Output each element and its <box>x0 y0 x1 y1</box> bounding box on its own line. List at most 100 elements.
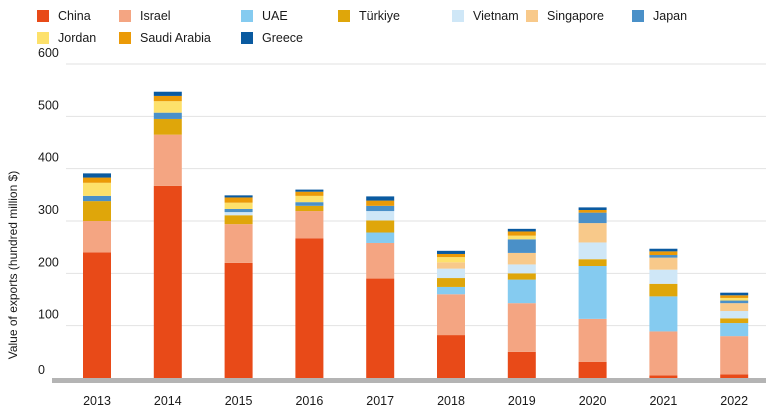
bar-segment-jordan-2022 <box>720 297 749 301</box>
bar-segment-japan-2022 <box>720 300 749 304</box>
bar-segment-china-2019 <box>507 351 536 378</box>
bar-segment-china-2017 <box>366 278 395 378</box>
bar-segment-vietnam-2020 <box>578 242 607 260</box>
legend-swatch <box>452 10 464 22</box>
x-tick-label: 2014 <box>154 394 182 408</box>
bar-segment-jordan-2013 <box>83 182 111 196</box>
bar-segment-japan-2013 <box>83 195 111 202</box>
legend-swatch <box>37 32 49 44</box>
bar-segment-israel-2020 <box>578 318 607 362</box>
axis-ticks: 0 100 200 300 400 500 600 2013 2014 2015 2016 2017 2… <box>38 46 766 408</box>
bar-segment-israel-2018 <box>437 294 465 336</box>
bar-segment-japan-2016 <box>295 202 324 206</box>
x-tick-label: 2021 <box>649 394 677 408</box>
bar-segment-japan-2020 <box>578 212 607 224</box>
y-tick-label: 400 <box>38 151 59 165</box>
legend-swatch <box>37 10 49 22</box>
bar-segment-vietnam-2019 <box>507 264 536 274</box>
bar-segment-japan-2021 <box>649 255 678 258</box>
y-tick-label: 500 <box>38 98 59 112</box>
y-tick-label: 0 <box>38 363 45 377</box>
bar-segment-china-2018 <box>437 335 465 378</box>
bar-segment-t-rkiye-2013 <box>83 201 111 221</box>
legend-label: Israel <box>140 9 171 23</box>
bar-segment-singapore-2020 <box>578 223 607 243</box>
bar-segment-greece-2013 <box>83 173 111 178</box>
legend-swatch <box>241 32 253 44</box>
y-tick-label: 300 <box>38 203 59 217</box>
bar-segment-uae-2018 <box>437 286 465 295</box>
bar-segment-saudi-arabia-2020 <box>578 210 607 213</box>
x-tick-label: 2022 <box>720 394 748 408</box>
bar-segment-saudi-arabia-2022 <box>720 295 749 298</box>
legend-swatch <box>526 10 538 22</box>
bar-segment-t-rkiye-2015 <box>224 215 253 225</box>
x-tick-label: 2019 <box>508 394 536 408</box>
legend-label: Greece <box>262 31 303 45</box>
bar-segment-japan-2017 <box>366 205 395 212</box>
bars <box>83 91 749 378</box>
bar-segment-israel-2019 <box>507 303 536 352</box>
bar-segment-saudi-arabia-2018 <box>437 253 465 258</box>
legend-item-china: China <box>37 8 91 24</box>
bar-segment-singapore-2021 <box>649 257 678 270</box>
bar-segment-china-2013 <box>83 252 111 378</box>
legend-swatch <box>338 10 350 22</box>
bar-segment-israel-2015 <box>224 224 253 263</box>
bar-segment-uae-2019 <box>507 279 536 304</box>
legend-swatch <box>241 10 253 22</box>
legend-label: UAE <box>262 9 288 23</box>
bar-segment-t-rkiye-2020 <box>578 259 607 267</box>
x-tick-label: 2017 <box>366 394 394 408</box>
bar-segment-japan-2019 <box>507 239 536 253</box>
x-tick-label: 2015 <box>225 394 253 408</box>
legend-label: Singapore <box>547 9 604 23</box>
legend-item-t-rkiye: Türkiye <box>338 8 400 24</box>
legend-item-singapore: Singapore <box>526 8 604 24</box>
bar-segment-israel-2022 <box>720 336 749 375</box>
bar-segment-t-rkiye-2022 <box>720 318 749 324</box>
bar-segment-greece-2015 <box>224 195 253 198</box>
legend-label: China <box>58 9 91 23</box>
bar-segment-greece-2016 <box>295 189 324 192</box>
bar-segment-vietnam-2018 <box>437 268 465 279</box>
bar-segment-uae-2022 <box>720 323 749 337</box>
legend-item-israel: Israel <box>119 8 171 24</box>
legend-label: Vietnam <box>473 9 519 23</box>
bar-segment-saudi-arabia-2013 <box>83 177 111 183</box>
x-tick-label: 2013 <box>83 394 111 408</box>
bar-segment-japan-2014 <box>153 112 182 119</box>
bar-segment-greece-2018 <box>437 250 465 254</box>
bar-segment-jordan-2014 <box>153 101 182 113</box>
bar-segment-uae-2021 <box>649 296 678 332</box>
y-tick-label: 200 <box>38 255 59 269</box>
gridlines <box>66 63 766 327</box>
bar-segment-greece-2022 <box>720 292 749 296</box>
bar-segment-greece-2019 <box>507 228 536 232</box>
x-tick-label: 2016 <box>295 394 323 408</box>
bar-segment-china-2014 <box>153 185 182 378</box>
bar-segment-greece-2017 <box>366 196 395 201</box>
legend-item-jordan: Jordan <box>37 30 96 46</box>
bar-segment-jordan-2016 <box>295 195 324 203</box>
bar-segment-t-rkiye-2016 <box>295 205 324 212</box>
bar-segment-greece-2021 <box>649 248 678 252</box>
bar-segment-israel-2013 <box>83 221 111 253</box>
bar-segment-israel-2017 <box>366 242 395 279</box>
bar-segment-china-2020 <box>578 361 607 378</box>
bar-segment-saudi-arabia-2015 <box>224 197 253 203</box>
bar-segment-saudi-arabia-2021 <box>649 251 678 256</box>
legend-label: Türkiye <box>359 9 400 23</box>
bar-segment-japan-2015 <box>224 208 253 213</box>
x-tick-label: 2020 <box>579 394 607 408</box>
bar-segment-jordan-2015 <box>224 202 253 209</box>
bar-segment-jordan-2019 <box>507 235 536 240</box>
legend-swatch <box>119 10 131 22</box>
bar-segment-vietnam-2021 <box>649 269 678 284</box>
bar-segment-singapore-2022 <box>720 303 749 312</box>
bar-segment-greece-2014 <box>153 91 182 96</box>
y-tick-label: 100 <box>38 308 59 322</box>
legend-swatch <box>119 32 131 44</box>
bar-segment-china-2021 <box>649 375 678 378</box>
